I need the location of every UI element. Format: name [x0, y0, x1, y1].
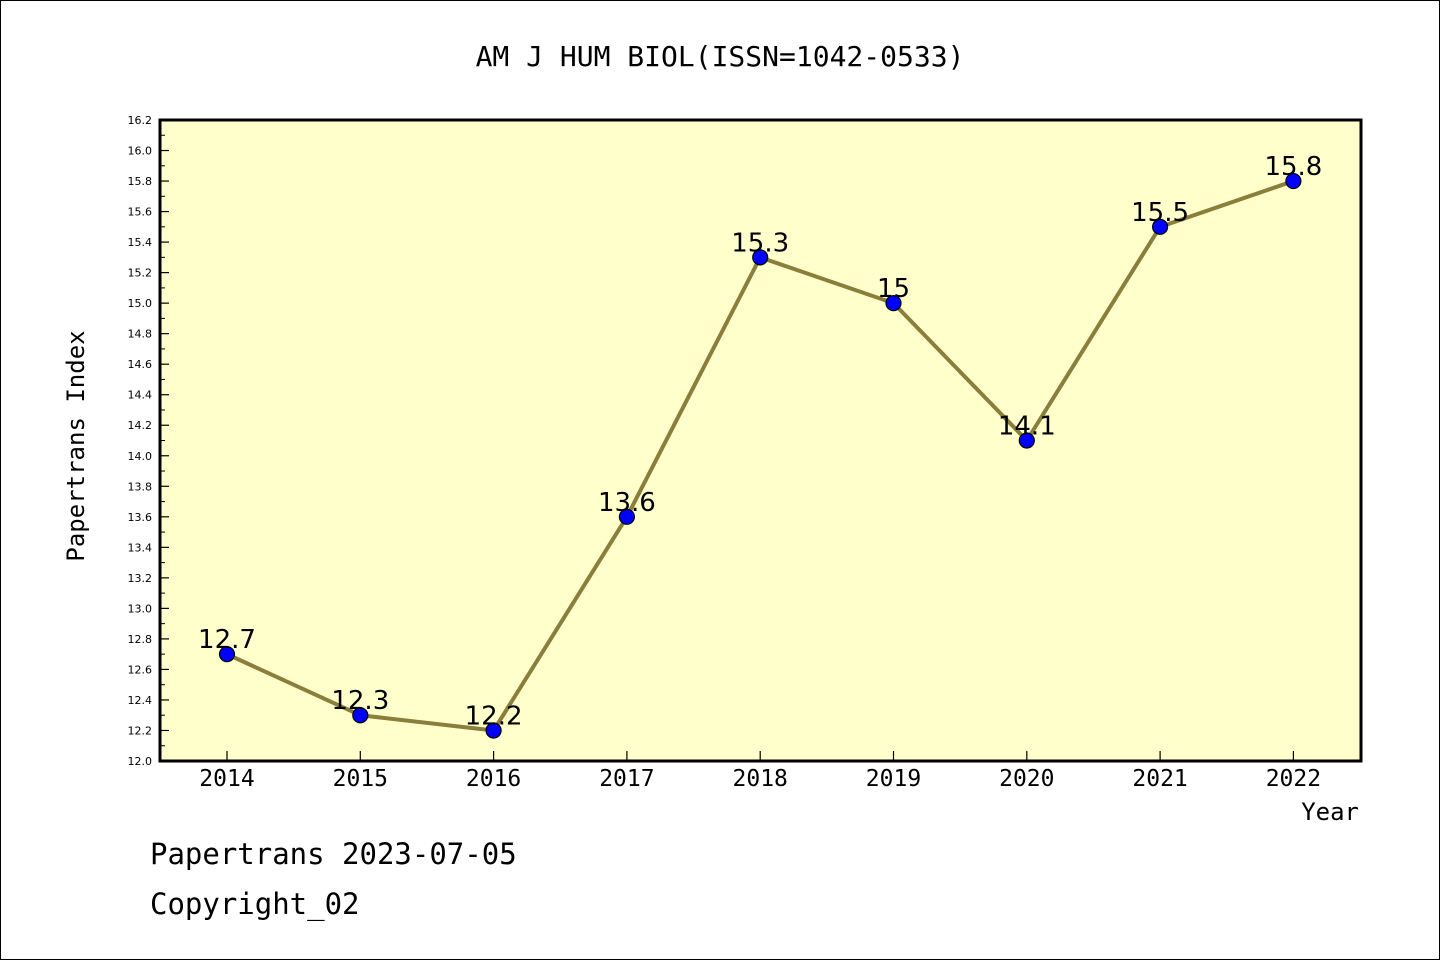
y-tick-label: 12.2 — [128, 724, 153, 737]
data-label: 14.1 — [998, 412, 1056, 442]
y-tick-label: 13.0 — [128, 602, 153, 615]
y-tick-label: 14.0 — [128, 450, 153, 463]
data-point — [885, 295, 902, 312]
footer-copyright: Copyright_02 — [150, 887, 360, 922]
y-tick-label: 13.6 — [128, 511, 153, 524]
y-tick-label: 14.2 — [128, 419, 153, 432]
y-tick-label: 12.4 — [128, 694, 153, 707]
y-axis-ticks: 12.0 12.2 12.4 12.6 12.8 13.0 13.2 13.4 13.6 13.8… — [128, 114, 169, 768]
x-tick-label: 2017 — [599, 766, 654, 792]
y-tick-label: 16.2 — [128, 114, 153, 127]
y-tick-label: 14.8 — [128, 328, 153, 341]
x-tick-label: 2014 — [199, 766, 254, 792]
data-point — [1285, 172, 1302, 190]
data-label: 15.8 — [1264, 152, 1322, 182]
data-label: 13.6 — [598, 488, 656, 518]
y-tick-label: 15.0 — [128, 297, 153, 310]
y-tick-label: 12.0 — [128, 755, 153, 768]
x-axis-ticks: 2014 2015 2016 2017 2018 2019 2020 2021 2022 — [199, 751, 1321, 792]
data-point — [618, 508, 636, 525]
y-tick-label: 13.2 — [128, 572, 153, 585]
y-tick-label: 16.0 — [128, 145, 153, 158]
x-tick-label: 2015 — [333, 766, 388, 792]
y-axis-label: Papertrans Index — [62, 330, 90, 561]
x-tick-label: 2020 — [999, 766, 1054, 792]
y-tick-label: 15.4 — [128, 236, 153, 249]
data-point — [218, 646, 236, 663]
x-tick-label: 2019 — [866, 766, 921, 792]
data-labels: 12.7 12.3 12.2 13.6 15.3 15 14.1 15.5 15.8 — [198, 152, 1322, 731]
data-label: 12.2 — [465, 701, 523, 731]
y-tick-label: 12.8 — [128, 633, 153, 646]
y-tick-label: 15.2 — [128, 267, 153, 280]
y-tick-label: 14.6 — [128, 358, 153, 371]
y-tick-label: 14.4 — [128, 389, 153, 402]
x-tick-label: 2018 — [733, 766, 788, 792]
x-tick-label: 2016 — [466, 766, 521, 792]
data-label: 12.3 — [331, 686, 389, 716]
y-tick-label: 12.6 — [128, 663, 153, 676]
data-label: 15.5 — [1131, 198, 1189, 228]
data-point — [1018, 432, 1035, 449]
x-tick-label: 2021 — [1132, 766, 1187, 792]
data-points — [218, 172, 1302, 739]
chart-title: AM J HUM BIOL(ISSN=1042-0533) — [476, 40, 965, 73]
data-point — [752, 249, 769, 266]
x-tick-label: 2022 — [1266, 766, 1321, 792]
data-point — [1151, 218, 1169, 235]
y-tick-label: 13.8 — [128, 480, 153, 493]
y-tick-label: 15.6 — [128, 206, 153, 219]
data-label: 15 — [877, 274, 910, 304]
data-point — [485, 722, 502, 739]
data-point — [352, 707, 369, 724]
data-label: 12.7 — [198, 625, 256, 655]
y-tick-label: 13.4 — [128, 541, 153, 554]
y-tick-label: 15.8 — [128, 175, 153, 188]
x-axis-label: Year — [1301, 798, 1359, 826]
data-label: 15.3 — [731, 228, 789, 258]
footer-date: Papertrans 2023-07-05 — [150, 837, 517, 871]
